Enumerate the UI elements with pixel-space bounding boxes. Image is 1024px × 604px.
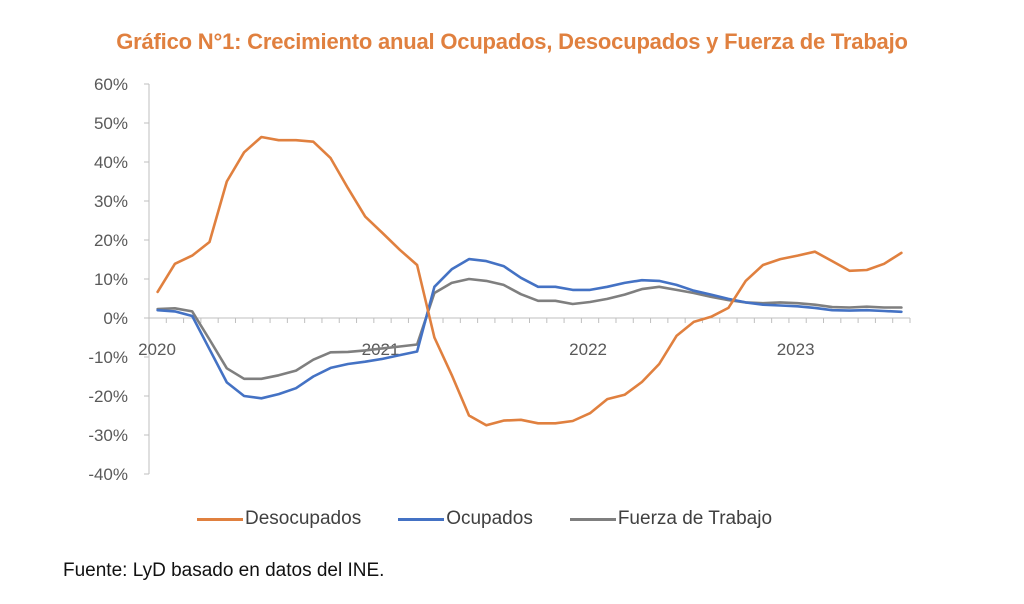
chart-title: Gráfico N°1: Crecimiento anual Ocupados,… (116, 29, 908, 54)
y-tick-label: -30% (88, 426, 128, 445)
legend-label: Fuerza de Trabajo (617, 508, 773, 529)
x-tick-label: 2023 (777, 340, 815, 359)
series-lines (156, 135, 903, 427)
y-tick-label: 40% (94, 153, 128, 172)
y-tick-label: 20% (94, 231, 128, 250)
legend-label: Ocupados (446, 508, 533, 529)
legend-item-ocupados[interactable]: Ocupados (398, 508, 533, 530)
y-tick-label: -40% (88, 465, 128, 484)
y-tick-label: 30% (94, 192, 128, 211)
legend-swatch-fuerza-de-trabajo (569, 517, 616, 521)
legend-swatch-desocupados (197, 517, 243, 521)
legend-item-desocupados[interactable]: Desocupados (197, 508, 361, 530)
x-tick-label: 2020 (138, 340, 176, 359)
legend-label: Desocupados (245, 508, 362, 529)
legend: Desocupados Ocupados Fuerza de Trabajo (197, 508, 809, 530)
y-tick-label: 50% (94, 114, 128, 133)
y-tick-label: 60% (94, 75, 128, 94)
x-tick-label: 2022 (569, 340, 607, 359)
source-note: Fuente: LyD basado en datos del INE. (63, 560, 385, 581)
y-tick-label: 0% (103, 309, 128, 328)
series-line-desocupados (156, 135, 903, 427)
y-tick-label: -20% (88, 387, 128, 406)
legend-item-fuerza-de-trabajo[interactable]: Fuerza de Trabajo (569, 508, 773, 530)
y-tick-label: 10% (94, 270, 128, 289)
legend-swatch-ocupados (398, 517, 445, 521)
x-axis: 2020 2021 2022 2023 (138, 317, 911, 359)
series-line-ocupados (156, 257, 903, 400)
series-line-fuerza-de-trabajo (156, 277, 903, 381)
y-axis: 60% 50% 40% 30% 20% 10% 0% -10% -20% -30% -40% (88, 75, 150, 484)
y-tick-label: -10% (88, 348, 128, 367)
